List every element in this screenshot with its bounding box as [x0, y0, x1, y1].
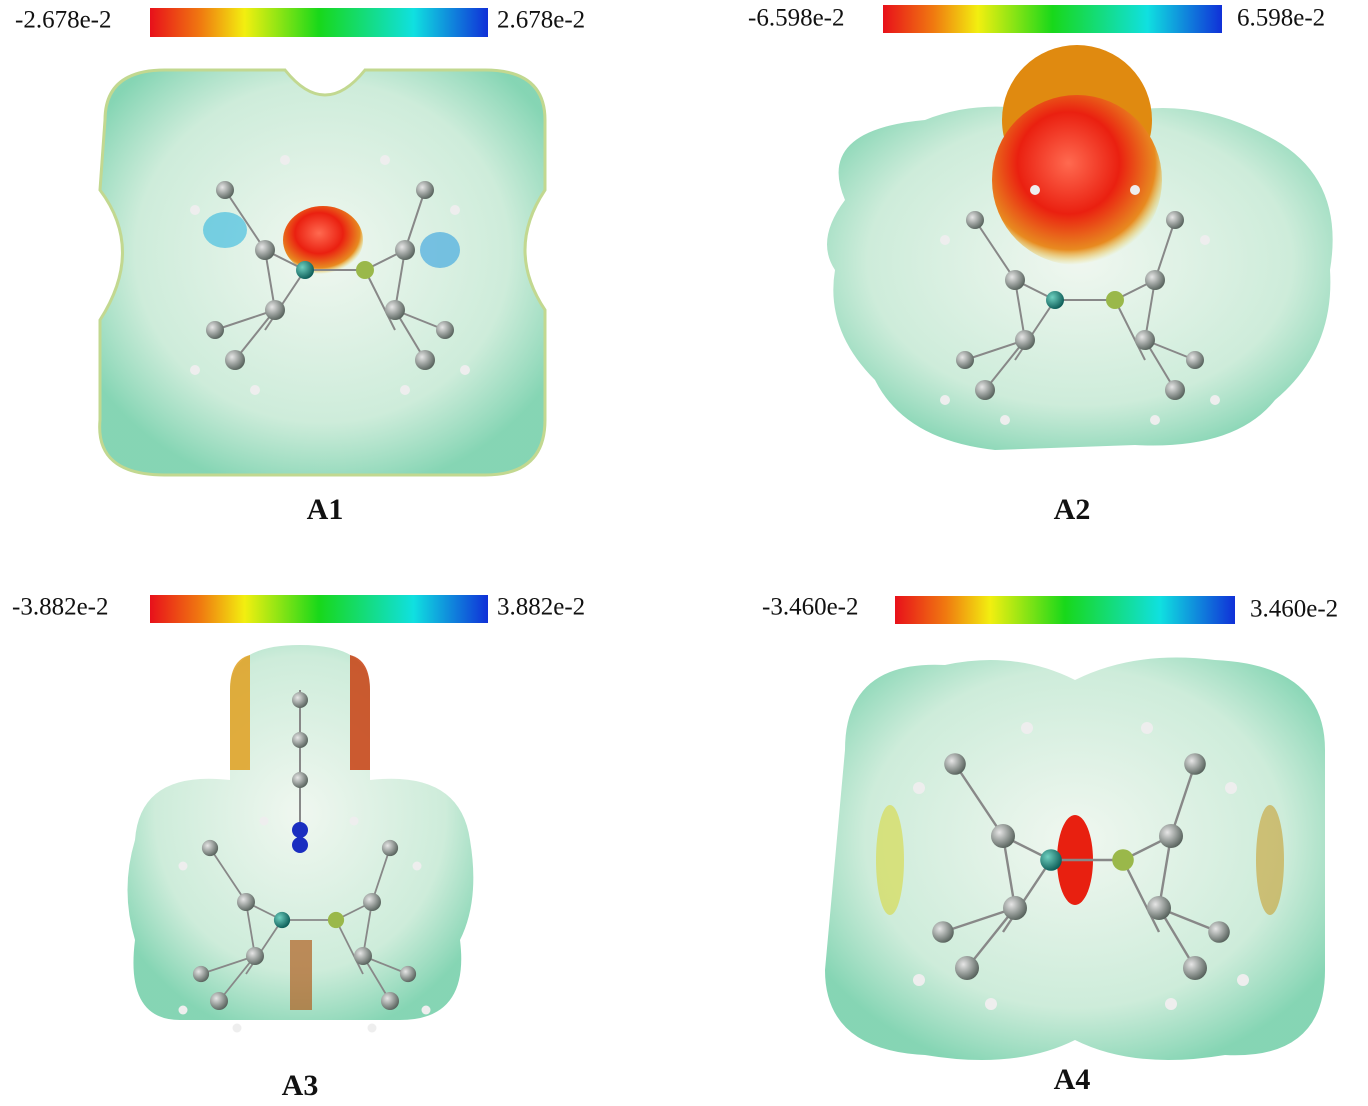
- esp-surface: [128, 645, 474, 1033]
- scale-min: -3.460e-2: [762, 594, 859, 621]
- panel-a4: -3.460e-2 3.460e-2 A4: [762, 594, 1338, 1096]
- scale-max: 6.598e-2: [1237, 5, 1325, 32]
- esp-surface: [825, 658, 1325, 1061]
- panel-label: A3: [282, 1069, 319, 1102]
- scale-max: 3.882e-2: [497, 594, 585, 621]
- scale-min: -6.598e-2: [748, 5, 845, 32]
- color-bar: [895, 596, 1235, 624]
- esp-surface: [827, 45, 1333, 450]
- panel-a2: -6.598e-2 6.598e-2 A2: [748, 5, 1333, 526]
- scale-max: 2.678e-2: [497, 7, 585, 34]
- color-bar: [150, 8, 488, 37]
- figure-canvas: -2.678e-2 2.678e-2 A1 -6.598e-2 6.598e-2…: [0, 0, 1368, 1106]
- panel-label: A4: [1054, 1063, 1091, 1096]
- figure: -2.678e-2 2.678e-2 A1 -6.598e-2 6.598e-2…: [0, 0, 1368, 1106]
- panel-a1: -2.678e-2 2.678e-2 A1: [15, 7, 585, 526]
- color-bar: [150, 595, 488, 623]
- color-bar: [883, 5, 1222, 33]
- scale-max: 3.460e-2: [1250, 596, 1338, 623]
- scale-min: -2.678e-2: [15, 7, 112, 34]
- panel-a3: -3.882e-2 3.882e-2 A3: [12, 594, 585, 1102]
- panel-label: A1: [307, 493, 344, 526]
- panel-label: A2: [1054, 493, 1091, 526]
- esp-surface: [100, 70, 545, 475]
- scale-min: -3.882e-2: [12, 594, 109, 621]
